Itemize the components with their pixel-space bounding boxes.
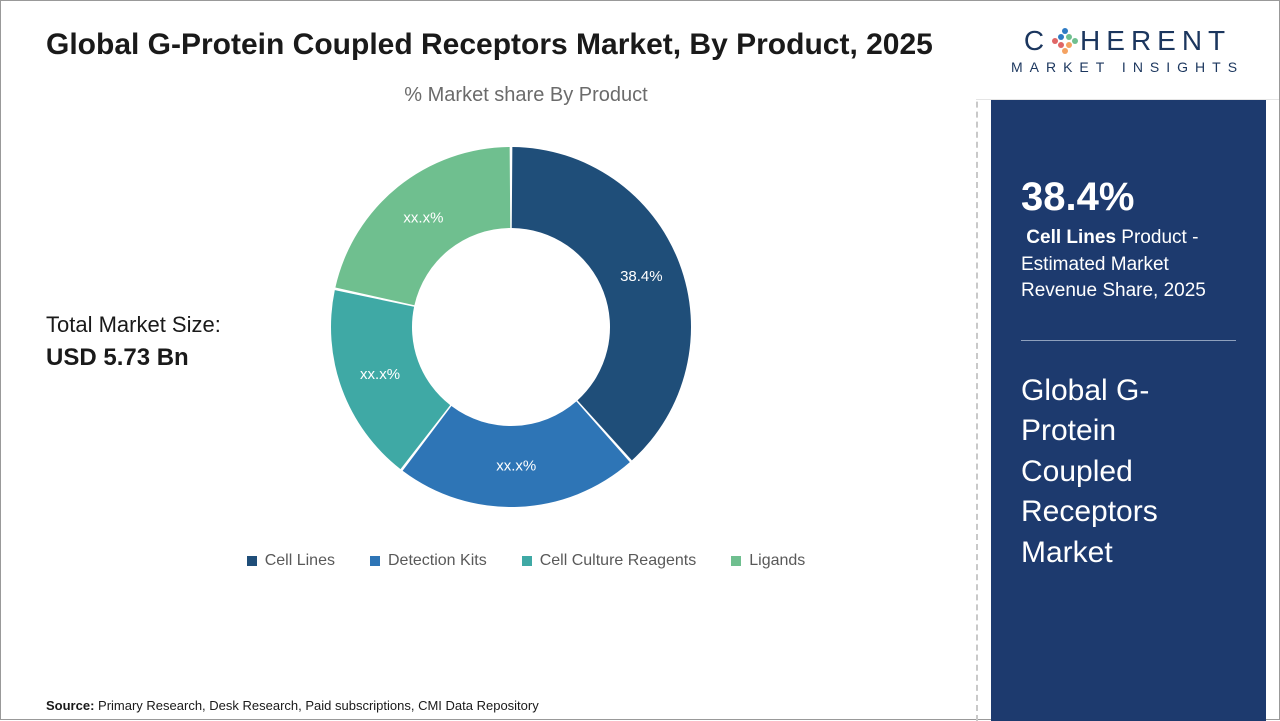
logo-main-text: CHERENT [1024, 25, 1231, 57]
legend-item: Ligands [731, 552, 805, 570]
slice-label: xx.x% [403, 209, 443, 226]
logo-sub-text: MARKET INSIGHTS [1011, 59, 1244, 75]
legend-item: Cell Culture Reagents [522, 552, 697, 570]
legend-item: Detection Kits [370, 552, 487, 570]
source-text: Primary Research, Desk Research, Paid su… [94, 698, 538, 713]
market-size-block: Total Market Size: USD 5.73 Bn [46, 281, 281, 372]
right-column: CHERENT MARKET INSIGHTS 38.4% Cell Lines… [976, 1, 1279, 721]
legend-swatch [731, 556, 741, 566]
legend-label: Ligands [749, 552, 805, 570]
source-citation: Source: Primary Research, Desk Research,… [46, 698, 539, 713]
panel-title: Global G-Protein Coupled Receptors Marke… [1021, 371, 1236, 574]
slice-label: 38.4% [620, 268, 663, 285]
chart-legend: Cell Lines Detection Kits Cell Culture Rea… [106, 552, 946, 570]
main-content: Global G-Protein Coupled Receptors Marke… [1, 1, 976, 721]
logo-glyph-icon [1052, 28, 1078, 54]
market-size-value: USD 5.73 Bn [46, 344, 281, 372]
chart-row: Total Market Size: USD 5.73 Bn 38.4% xx.x… [46, 117, 946, 537]
logo-container: CHERENT MARKET INSIGHTS [976, 1, 1279, 100]
source-prefix: Source: [46, 698, 94, 713]
page-title: Global G-Protein Coupled Receptors Marke… [46, 26, 946, 64]
legend-swatch [522, 556, 532, 566]
market-size-label: Total Market Size: [46, 311, 281, 340]
brand-logo: CHERENT MARKET INSIGHTS [1011, 25, 1244, 75]
legend-label: Cell Culture Reagents [540, 552, 697, 570]
highlight-description: Cell Lines Product - Estimated Market Re… [1021, 225, 1236, 305]
legend-label: Detection Kits [388, 552, 487, 570]
legend-swatch [370, 556, 380, 566]
legend-swatch [247, 556, 257, 566]
highlight-panel: 38.4% Cell Lines Product - Estimated Mar… [991, 100, 1266, 721]
legend-item: Cell Lines [247, 552, 335, 570]
legend-label: Cell Lines [265, 552, 335, 570]
highlight-percentage: 38.4% [1021, 175, 1236, 220]
slice-label: xx.x% [496, 457, 536, 474]
donut-slice [512, 147, 691, 460]
chart-subtitle: % Market share By Product [106, 84, 946, 107]
highlight-product-name: Cell Lines [1026, 227, 1116, 248]
slice-label: xx.x% [360, 366, 400, 383]
donut-chart: 38.4% xx.x% xx.x% xx.x% [301, 117, 721, 537]
panel-divider [1021, 340, 1236, 341]
